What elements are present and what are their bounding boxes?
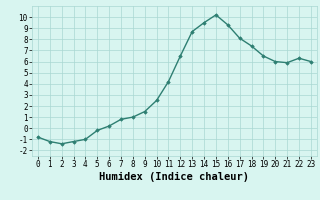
X-axis label: Humidex (Indice chaleur): Humidex (Indice chaleur) [100, 172, 249, 182]
